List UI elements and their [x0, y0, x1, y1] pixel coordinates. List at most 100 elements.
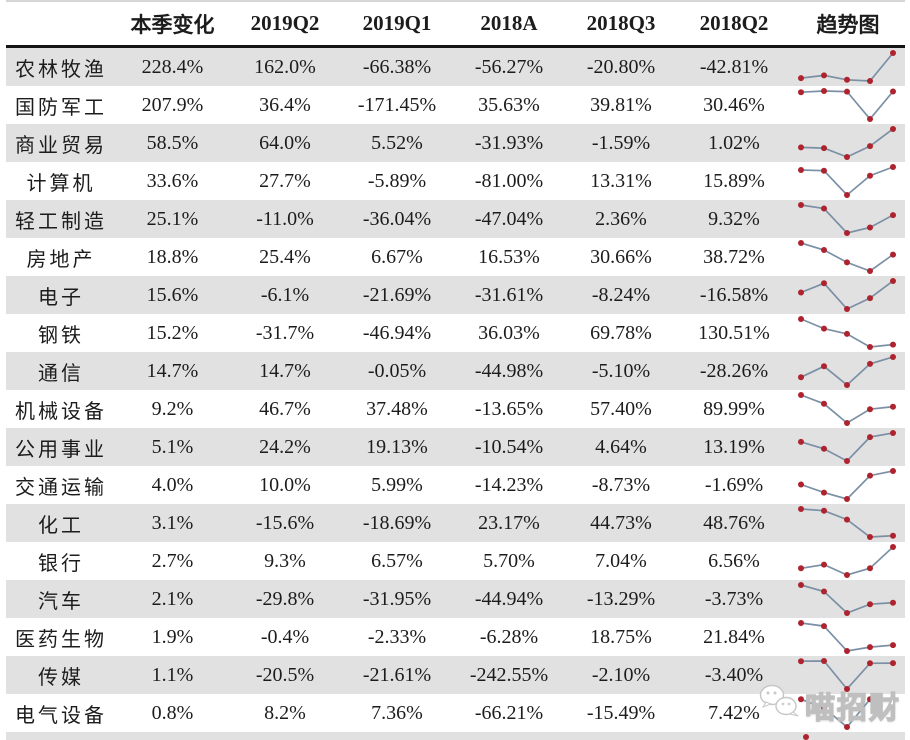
trend-sparkline	[798, 468, 896, 502]
value-2018q3: 7.04%	[595, 549, 647, 572]
value-2018q3: -13.29%	[586, 587, 656, 610]
value-2019q2: 10.0%	[259, 473, 311, 496]
table-row: 轻工制造 25.1% -11.0% -36.04% -47.04% 2.36% …	[6, 200, 905, 238]
value-2018q3: -5.10%	[591, 359, 651, 382]
trend-sparkline	[798, 240, 896, 274]
sector-label: 化工	[38, 514, 84, 537]
value-2019q2: 25.4%	[259, 245, 311, 268]
table-row: 商业贸易 58.5% 64.0% 5.52% -31.93% -1.59% 1.…	[6, 124, 905, 162]
trend-sparkline	[798, 164, 896, 198]
value-2019q1: -36.04%	[362, 207, 432, 230]
value-2019q2: 162.0%	[254, 55, 316, 78]
value-2019q1: -21.61%	[362, 663, 432, 686]
value-2019q2: 14.7%	[259, 359, 311, 382]
value-2018a: -242.55%	[469, 663, 549, 686]
value-2019q1: 6.57%	[371, 549, 423, 572]
trend-sparkline	[798, 430, 896, 464]
trend-sparkline	[798, 582, 896, 616]
value-2019q1: 5.52%	[371, 131, 423, 154]
value-current-quarter: 3.1%	[151, 511, 194, 534]
header-2018a: 2018A	[480, 11, 538, 35]
header-2018q2: 2018Q2	[699, 11, 769, 35]
value-2018a: -31.61%	[474, 283, 544, 306]
value-2019q1: -31.95%	[362, 587, 432, 610]
value-2018a: -81.00%	[474, 169, 544, 192]
value-2018q3: -8.24%	[591, 283, 651, 306]
trend-sparkline-cell	[791, 390, 905, 428]
value-current-quarter: 2.7%	[151, 549, 194, 572]
value-2019q2: 27.7%	[259, 169, 311, 192]
value-2018a: 16.53%	[478, 245, 540, 268]
value-2018q2: -3.73%	[704, 587, 764, 610]
table-row: 公用事业 5.1% 24.2% 19.13% -10.54% 4.64% 13.…	[6, 428, 905, 466]
value-current-quarter: 14.7%	[146, 359, 199, 382]
sector-label: 轻工制造	[15, 210, 107, 233]
trend-sparkline	[798, 202, 896, 236]
value-2018q3: 57.40%	[590, 397, 652, 420]
table-row: 国防军工 207.9% 36.4% -171.45% 35.63% 39.81%…	[6, 86, 905, 124]
sector-label: 公用事业	[15, 438, 107, 461]
value-current-quarter: 58.5%	[146, 131, 199, 154]
table-row: 机械设备 9.2% 46.7% 37.48% -13.65% 57.40% 89…	[6, 390, 905, 428]
header-2018q3: 2018Q3	[586, 11, 656, 35]
trend-sparkline	[798, 696, 896, 730]
value-2018a: 35.63%	[478, 93, 540, 116]
value-2018q3: 2.36%	[595, 207, 647, 230]
value-2018q2: 1.02%	[708, 131, 760, 154]
value-2019q1: -66.38%	[362, 55, 432, 78]
trend-sparkline	[798, 88, 896, 122]
sector-label: 医药生物	[15, 628, 107, 651]
table-row: 医药生物 1.9% -0.4% -2.33% -6.28% 18.75% 21.…	[6, 618, 905, 656]
value-current-quarter: 1.9%	[151, 625, 194, 648]
value-2018a: 23.17%	[478, 511, 540, 534]
trend-sparkline	[798, 544, 896, 578]
value-2018a: -44.94%	[474, 587, 544, 610]
value-2018q3: -15.49%	[586, 701, 656, 724]
value-2018a: -47.04%	[474, 207, 544, 230]
trend-sparkline	[798, 278, 896, 312]
value-2019q2: -15.6%	[255, 511, 315, 534]
value-2019q2: 46.7%	[259, 397, 311, 420]
value-2019q1: 6.67%	[371, 245, 423, 268]
value-2018q2: -16.58%	[699, 283, 769, 306]
value-2018q3: 69.78%	[590, 321, 652, 344]
table-row: 电子 15.6% -6.1% -21.69% -31.61% -8.24% -1…	[6, 276, 905, 314]
value-2019q2: -0.4%	[260, 625, 310, 648]
trend-sparkline-cell	[791, 428, 905, 466]
value-2019q2: -20.5%	[255, 663, 315, 686]
value-2019q1: -21.69%	[362, 283, 432, 306]
value-2018a: -56.27%	[474, 55, 544, 78]
value-2018q3: 4.64%	[595, 435, 647, 458]
value-2018q2: 9.32%	[708, 207, 760, 230]
value-current-quarter: 33.6%	[146, 169, 199, 192]
value-2019q1: 7.36%	[371, 701, 423, 724]
value-2018a: -66.21%	[474, 701, 544, 724]
value-2018a: -6.28%	[479, 625, 539, 648]
header-2019q2: 2019Q2	[250, 11, 320, 35]
value-2018q2: -3.40%	[704, 663, 764, 686]
value-2019q1: -5.89%	[367, 169, 427, 192]
trend-sparkline-cell	[791, 542, 905, 580]
trend-sparkline	[798, 506, 896, 540]
value-current-quarter: 15.6%	[146, 283, 199, 306]
trend-sparkline-cell	[791, 48, 905, 86]
value-2018q2: 89.99%	[703, 397, 765, 420]
value-current-quarter: 5.1%	[151, 435, 194, 458]
value-2018q2: 48.76%	[703, 511, 765, 534]
value-2018q2: 21.84%	[703, 625, 765, 648]
value-2019q2: 64.0%	[259, 131, 311, 154]
value-2018q3: -8.73%	[591, 473, 651, 496]
trend-sparkline	[798, 316, 896, 350]
trend-sparkline	[798, 658, 896, 692]
value-2018a: -31.93%	[474, 131, 544, 154]
sector-quarterly-table: 本季变化 2019Q2 2019Q1 2018A 2018Q3 2018Q2 趋…	[6, 0, 905, 740]
value-2018q3: 39.81%	[590, 93, 652, 116]
value-2018a: -13.65%	[474, 397, 544, 420]
value-2019q2: 8.2%	[264, 701, 306, 724]
value-current-quarter: 228.4%	[141, 55, 204, 78]
value-2018q3: -2.10%	[591, 663, 651, 686]
trend-sparkline-cell	[791, 124, 905, 162]
value-2018q3: 44.73%	[590, 511, 652, 534]
value-current-quarter: 207.9%	[141, 93, 204, 116]
table-row: 通信 14.7% 14.7% -0.05% -44.98% -5.10% -28…	[6, 352, 905, 390]
